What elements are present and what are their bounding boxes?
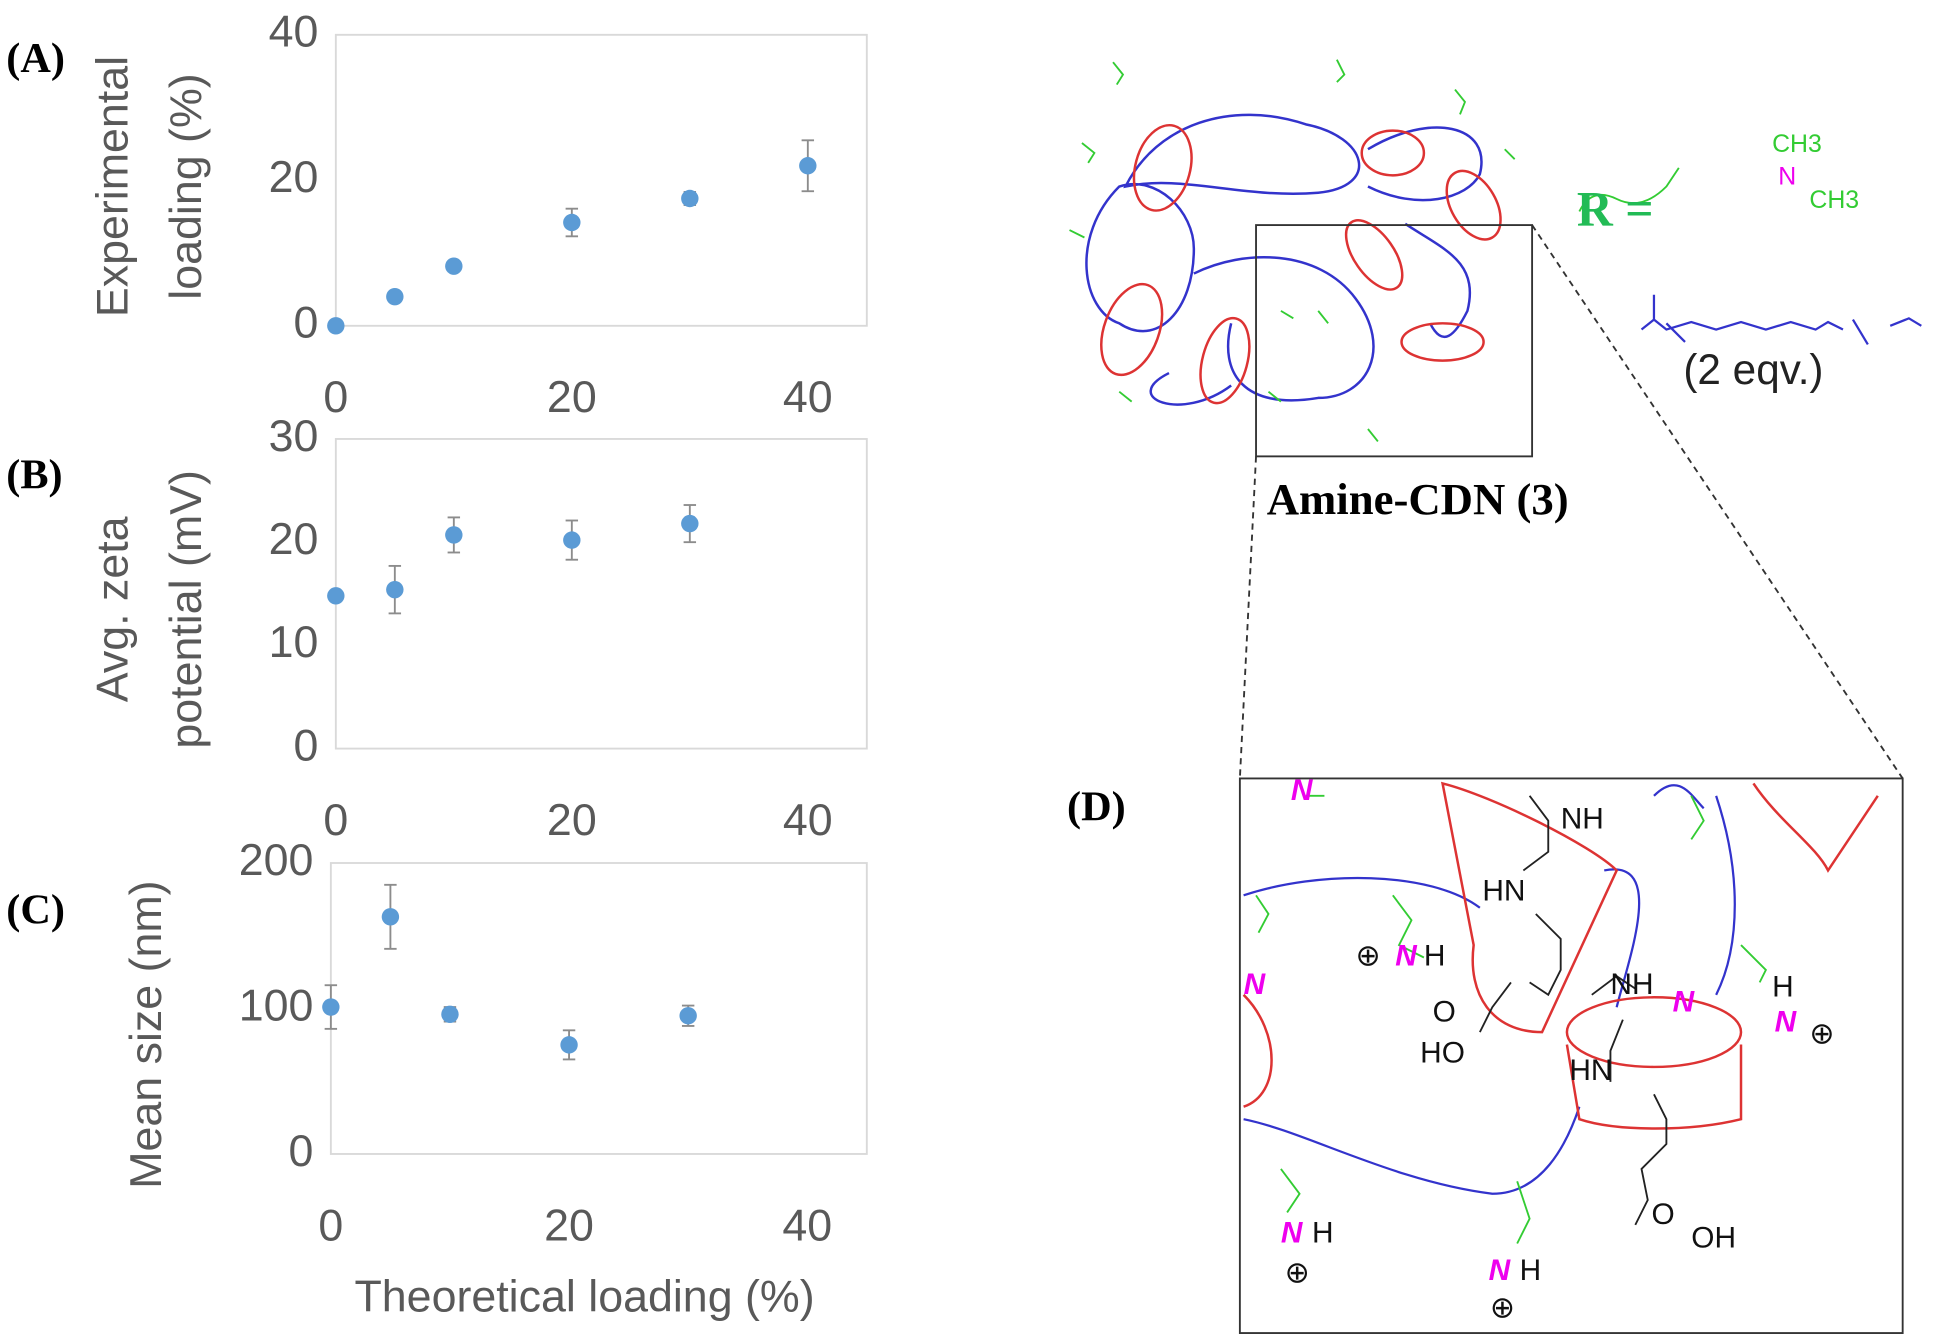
x-tick-label: 40: [783, 795, 833, 845]
x-tick-label: 40: [783, 372, 833, 422]
inset-label: ⊕: [1490, 1291, 1515, 1324]
x-tick-label: 0: [323, 795, 348, 845]
point: [322, 998, 340, 1016]
x-tick-label: 20: [547, 795, 597, 845]
inset-label: O: [1433, 995, 1456, 1028]
inset-label: N: [1291, 774, 1314, 807]
inset-label: N: [1775, 1005, 1798, 1038]
point: [386, 580, 404, 599]
point: [327, 587, 345, 605]
y-tick-label: 0: [294, 298, 319, 348]
inset-label: N: [1281, 1217, 1304, 1250]
inset-label: ⊕: [1356, 939, 1381, 972]
point: [679, 1007, 697, 1025]
x-tick-label: 20: [544, 1200, 594, 1250]
point: [681, 514, 699, 533]
y-axis-label: Mean size (nm): [121, 880, 171, 1188]
panel-label: (B): [6, 451, 62, 498]
crosslinker-equiv: (2 eqv.): [1683, 346, 1823, 393]
panel-label: (A): [6, 35, 65, 82]
inset-label: N: [1244, 968, 1267, 1001]
inset-label: N: [1489, 1254, 1512, 1287]
point: [381, 908, 400, 926]
panel-label: (D): [1067, 783, 1126, 830]
r-group-label: CH3: [1772, 130, 1822, 158]
y-tick-label: 40: [269, 7, 319, 57]
inset-label: ⊕: [1809, 1018, 1834, 1051]
r-group-label: CH3: [1809, 186, 1859, 214]
point: [441, 1005, 459, 1024]
panel-label: (C): [6, 887, 65, 934]
inset-label: H: [1312, 1217, 1334, 1250]
y-tick-label: 30: [269, 411, 319, 461]
point: [445, 257, 463, 275]
point: [563, 213, 581, 232]
inset-label: N: [1395, 939, 1418, 972]
inset-label: O: [1651, 1198, 1674, 1231]
inset-label: OH: [1691, 1222, 1736, 1255]
inset-label: H: [1424, 939, 1446, 972]
x-axis-label: Theoretical loading (%): [354, 1271, 814, 1321]
point: [560, 1036, 578, 1054]
point: [799, 157, 817, 175]
inset-label: N: [1673, 985, 1696, 1018]
y-tick-label: 0: [294, 720, 319, 770]
y-axis-label: Experimental: [88, 56, 138, 317]
y-tick-label: 10: [269, 617, 319, 667]
y-tick-label: 0: [289, 1126, 314, 1176]
inset-label: H: [1772, 970, 1794, 1003]
x-tick-label: 40: [782, 1200, 832, 1250]
y-tick-label: 20: [269, 514, 319, 564]
x-tick-label: 0: [318, 1200, 343, 1250]
y-axis-label: potential (mV): [161, 470, 211, 749]
y-axis-label: Avg. zeta: [88, 516, 138, 702]
point: [386, 287, 404, 306]
plot-frame: [334, 438, 868, 750]
point: [327, 317, 345, 335]
inset-label: HO: [1420, 1036, 1465, 1069]
plot-frame: [329, 862, 868, 1155]
point: [563, 531, 581, 549]
r-label: R =: [1577, 181, 1654, 236]
y-tick-label: 20: [269, 152, 319, 202]
inset-label: NH: [1561, 803, 1604, 836]
x-tick-label: 20: [547, 372, 597, 422]
inset-label: H: [1520, 1254, 1542, 1287]
inset-label: NH: [1610, 968, 1653, 1001]
inset-label: HN: [1569, 1054, 1612, 1087]
x-tick-label: 0: [323, 372, 348, 422]
inset-label: ⊕: [1285, 1256, 1310, 1289]
point: [445, 526, 463, 544]
cdn-network: [1069, 59, 1922, 1334]
cdn-name: Amine-CDN (3): [1267, 474, 1569, 524]
plot-frame: [334, 33, 868, 327]
r-group-label: N: [1778, 162, 1796, 190]
inset-label: HN: [1482, 875, 1525, 908]
y-tick-label: 100: [239, 980, 314, 1030]
y-tick-label: 200: [239, 835, 314, 885]
y-axis-label: loading (%): [161, 73, 211, 299]
point: [681, 189, 699, 208]
